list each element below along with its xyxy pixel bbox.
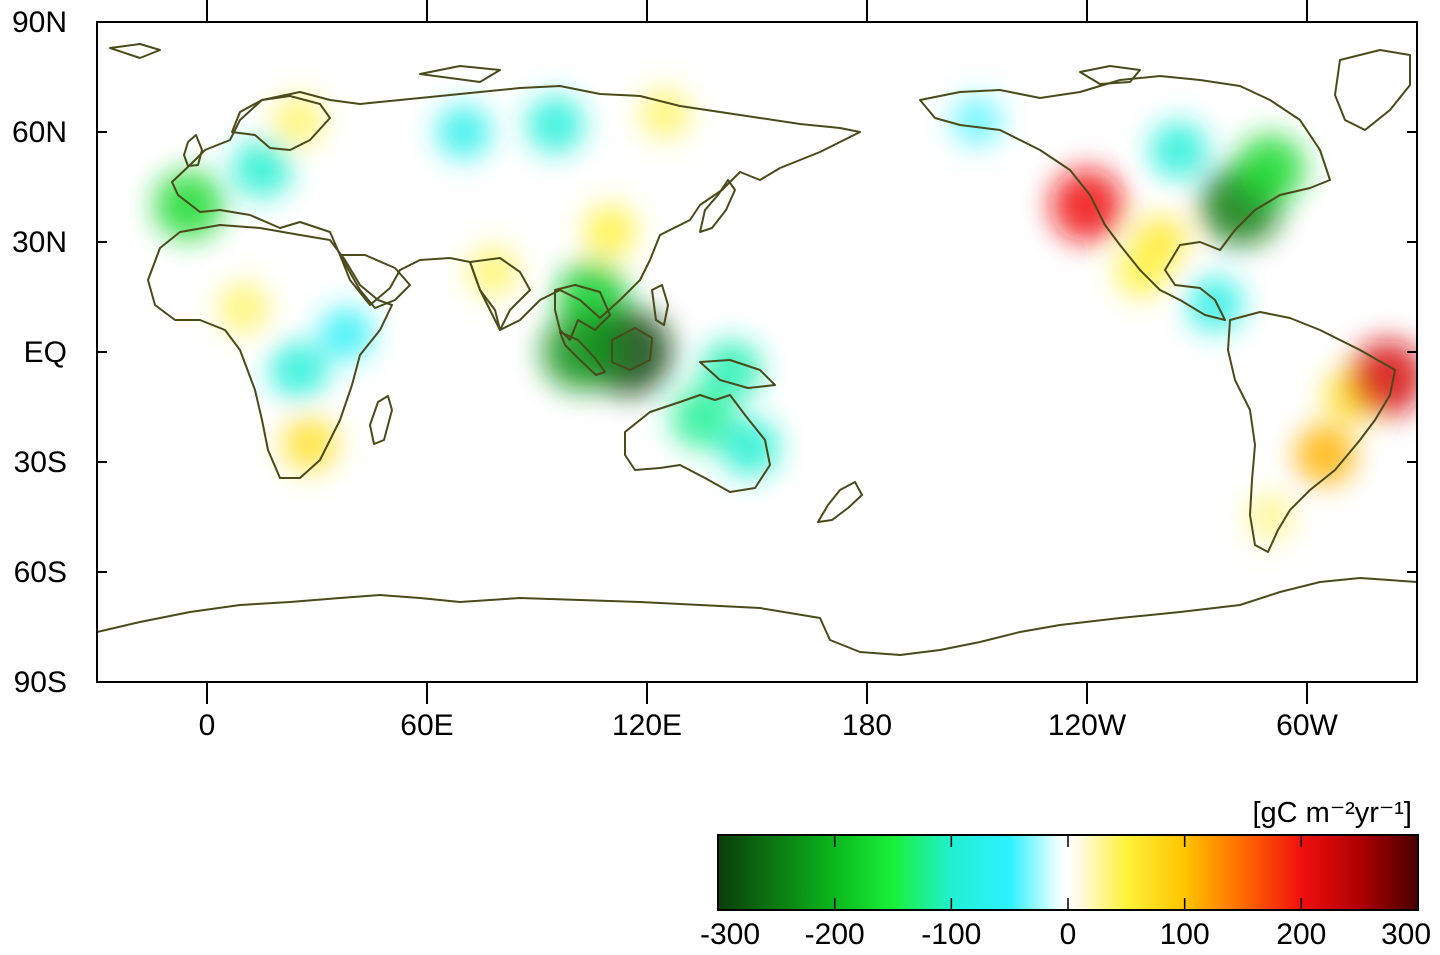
coastlines	[97, 43, 1417, 656]
colorbar-tick-label: -200	[805, 918, 865, 950]
anomaly-east-australia	[720, 418, 779, 477]
coastline-africa	[147, 224, 393, 479]
anomaly-west-siberia	[436, 104, 491, 160]
coastline-indochina	[554, 284, 611, 341]
coastline-arctic-islands	[109, 43, 1141, 85]
colorbar-gradient	[717, 834, 1419, 911]
coastline-antarctica	[97, 577, 1417, 656]
coastline-north-america	[919, 75, 1331, 321]
lon-tick-label: 120E	[612, 709, 682, 742]
anomaly-north-australia	[671, 387, 733, 449]
colorbar-tick-label: -100	[921, 918, 981, 950]
anomaly-east-siberia	[640, 88, 691, 139]
coastline-madagascar	[369, 395, 393, 445]
coastline-australia	[624, 394, 771, 493]
coastline-arabia	[339, 254, 411, 309]
coastline-greenland	[1334, 49, 1411, 131]
anomaly-south-brazil	[1295, 424, 1356, 485]
anomaly-central-africa	[270, 341, 328, 399]
anomaly-east-africa	[319, 307, 373, 361]
colorbar-unit-label: [gC m⁻²yr⁻¹]	[1253, 797, 1413, 829]
anomaly-central-canada	[1150, 121, 1208, 179]
lon-tick-label: 120W	[1048, 709, 1127, 742]
anomaly-china	[584, 205, 636, 257]
lat-tick-label: 30N	[12, 226, 67, 259]
coastline-philippines	[651, 284, 669, 326]
anomaly-siberia	[526, 96, 584, 154]
coastline-south-america	[1227, 311, 1396, 553]
anomaly-iberia	[154, 170, 224, 240]
colorbar-tick-label: 0	[1060, 918, 1077, 950]
anomaly-sumatra	[542, 313, 620, 391]
colorbar-tick-label: -300	[700, 918, 760, 950]
colorbar-tick-label: 100	[1160, 918, 1210, 950]
anomaly-europe	[232, 139, 292, 198]
lat-tick-label: 60N	[12, 116, 67, 149]
lon-tick-label: 0	[199, 709, 216, 742]
coastline-new-zealand	[817, 481, 863, 523]
coastline-scandinavia	[231, 95, 331, 151]
lat-tick-label: 60S	[14, 556, 67, 589]
coastline-britain	[183, 134, 203, 167]
longitude-axis: 0 60E 120E 180 120W 60W	[199, 0, 1339, 742]
coastline-new-guinea	[699, 359, 776, 389]
coastline-sumatra	[559, 331, 606, 376]
latitude-axis: 90N 60N 30N EQ 30S 60S 90S	[12, 6, 1417, 699]
anomaly-southern-africa	[282, 416, 337, 471]
anomaly-western-us	[1050, 168, 1124, 242]
coastline-japan	[699, 179, 736, 233]
colorbar-tick-label: 300	[1381, 918, 1431, 950]
anomaly-northeast-brazil	[1349, 339, 1417, 416]
anomaly-india	[468, 246, 518, 297]
anomaly-alaska	[952, 96, 1002, 146]
lon-tick-label: 180	[842, 709, 892, 742]
coastline-india	[469, 257, 531, 331]
lat-tick-label: EQ	[24, 336, 67, 369]
lon-tick-label: 60W	[1276, 709, 1338, 742]
colorbar-tick-label: 200	[1276, 918, 1326, 950]
anomaly-scandinavia	[273, 96, 324, 146]
lat-tick-label: 90S	[14, 666, 67, 699]
anomaly-sahel	[218, 283, 269, 333]
colorbar-ticks: -300 -200 -100 0 100 200 300	[700, 835, 1431, 951]
anomaly-northeast-canada	[1235, 134, 1305, 204]
coastline-borneo	[611, 327, 653, 371]
lat-tick-label: 90N	[12, 6, 67, 39]
anomaly-central-america	[1187, 276, 1244, 333]
anomaly-patagonia	[1246, 492, 1295, 542]
lat-tick-label: 30S	[14, 446, 67, 479]
anomaly-new-guinea	[701, 340, 762, 401]
colorbar: [gC m⁻²yr⁻¹] -300 -200 -100 0 100 200 300	[700, 797, 1431, 951]
lon-tick-label: 60E	[400, 709, 453, 742]
